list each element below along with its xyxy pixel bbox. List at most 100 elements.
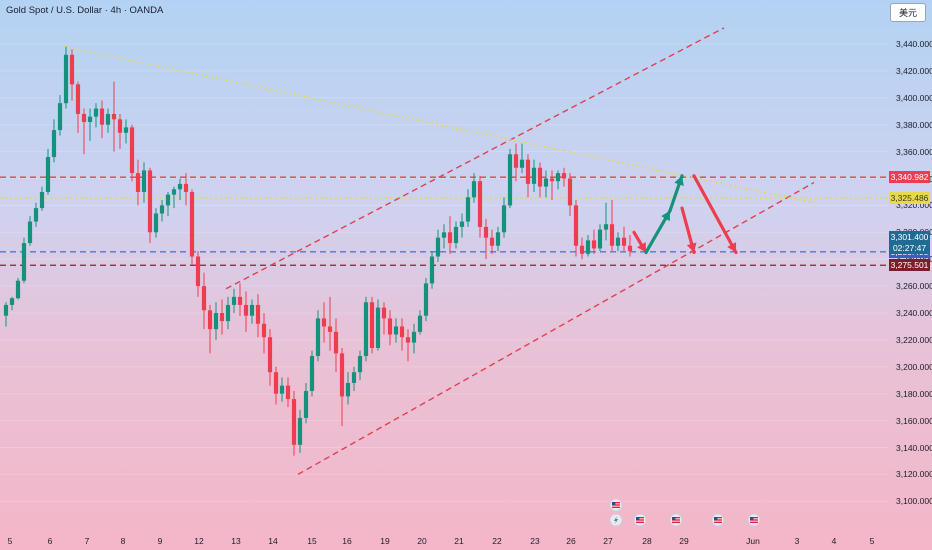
time-tick-label: 14 bbox=[268, 536, 278, 546]
candle-bull bbox=[615, 237, 621, 246]
projection-arrow-head bbox=[674, 175, 684, 186]
flag-stripe bbox=[672, 519, 680, 521]
candle-bear bbox=[561, 173, 567, 179]
candle-bull bbox=[123, 127, 129, 133]
candle-bull bbox=[9, 298, 15, 305]
price-tick-label: 3,220.000 bbox=[896, 334, 932, 345]
price-tick-label: 3,240.000 bbox=[896, 308, 932, 318]
price-label: 3,340.982 bbox=[889, 171, 930, 184]
candle-bear bbox=[237, 296, 243, 305]
candle-bear bbox=[189, 191, 195, 257]
time-tick-label: 4 bbox=[831, 536, 837, 546]
candle-bull bbox=[543, 178, 549, 187]
time-tick-label: 13 bbox=[231, 536, 241, 546]
flag-canton bbox=[672, 517, 676, 520]
candle-bear bbox=[387, 318, 393, 335]
candle-bear bbox=[621, 237, 627, 246]
candle-bear bbox=[81, 113, 87, 123]
candle-bear bbox=[261, 323, 267, 338]
price-tick-label: 3,280.000 bbox=[896, 254, 932, 264]
candle-bull bbox=[597, 229, 603, 249]
candle-bull bbox=[177, 183, 183, 190]
time-tick-label: 27 bbox=[603, 536, 613, 546]
candle-bull bbox=[411, 331, 417, 343]
flag-canton bbox=[612, 502, 616, 505]
candle-bull bbox=[375, 307, 381, 348]
candle-bear bbox=[183, 183, 189, 192]
candle-bull bbox=[495, 232, 501, 246]
candle-bull bbox=[297, 417, 303, 445]
candle-bear bbox=[273, 372, 279, 394]
candle-bear bbox=[405, 337, 411, 343]
candle-bull bbox=[357, 356, 363, 373]
candle-bull bbox=[45, 156, 51, 192]
candle-bull bbox=[603, 224, 609, 230]
time-tick-label: 15 bbox=[307, 536, 317, 546]
candle-bear bbox=[69, 54, 75, 85]
flag-stripe bbox=[612, 506, 620, 508]
candle-bull bbox=[303, 391, 309, 418]
candle-bull bbox=[87, 116, 93, 123]
time-tick-label: 28 bbox=[642, 536, 652, 546]
flag-stripe bbox=[636, 519, 644, 521]
candle-bull bbox=[165, 194, 171, 206]
candle-bull bbox=[555, 173, 561, 182]
candle-bear bbox=[567, 178, 573, 206]
candle-bull bbox=[519, 159, 525, 168]
candle-bear bbox=[219, 313, 225, 322]
candle-bear bbox=[579, 245, 585, 254]
projection-arrow-head bbox=[661, 210, 670, 222]
candle-bear bbox=[147, 170, 153, 233]
candle-bull bbox=[105, 113, 111, 125]
candle-bear bbox=[291, 399, 297, 445]
flag-stripe bbox=[750, 517, 758, 519]
flag-stripe bbox=[636, 517, 644, 519]
candle-bear bbox=[321, 318, 327, 327]
price-tick-label: 3,440.000 bbox=[896, 39, 932, 49]
projection-arrow-head bbox=[637, 242, 646, 253]
time-tick-label: Jun bbox=[746, 536, 760, 546]
price-tick-label: 3,100.000 bbox=[896, 496, 932, 507]
price-label: 3,275.501 bbox=[889, 259, 930, 272]
time-tick-label: 16 bbox=[342, 536, 352, 546]
candle-bull bbox=[423, 283, 429, 316]
time-tick-label: 3 bbox=[794, 536, 800, 546]
candle-bull bbox=[27, 221, 33, 244]
candle-bear bbox=[327, 326, 333, 332]
price-tick-label: 3,260.000 bbox=[896, 281, 932, 292]
price-tick-label: 3,400.000 bbox=[896, 92, 932, 103]
candle-bear bbox=[135, 173, 141, 192]
flag-stripe bbox=[612, 502, 620, 504]
candle-bull bbox=[21, 243, 27, 281]
price-tick-label: 3,160.000 bbox=[896, 415, 932, 426]
candle-bull bbox=[441, 232, 447, 238]
candle-bear bbox=[609, 224, 615, 246]
candle-bull bbox=[279, 385, 285, 394]
price-tick-label: 3,360.000 bbox=[896, 146, 932, 157]
projection-arrow bbox=[692, 174, 738, 255]
lightning-icon bbox=[614, 516, 618, 524]
time-tick-label: 26 bbox=[566, 536, 576, 546]
time-tick-label: 23 bbox=[530, 536, 540, 546]
currency-button[interactable]: 美元 bbox=[890, 3, 926, 22]
candle-bull bbox=[507, 154, 513, 206]
price-tick-label: 3,320.000 bbox=[896, 200, 932, 211]
candle-bear bbox=[339, 353, 345, 397]
candle-bull bbox=[351, 372, 357, 383]
projection-arrow-head bbox=[686, 242, 697, 253]
candle-bull bbox=[363, 302, 369, 357]
candle-bear bbox=[201, 286, 207, 311]
candle-bear bbox=[399, 326, 405, 338]
candle-bear bbox=[99, 108, 105, 125]
chart-title: Gold Spot / U.S. Dollar · 4h · OANDA bbox=[6, 5, 164, 16]
candle-bull bbox=[225, 304, 231, 322]
candle-bull bbox=[459, 221, 465, 227]
candle-bull bbox=[213, 313, 219, 330]
price-tick-label: 3,140.000 bbox=[896, 442, 932, 453]
candle-bull bbox=[417, 315, 423, 332]
flag-stripe bbox=[750, 519, 758, 521]
candle-bear bbox=[267, 337, 273, 373]
candle-bull bbox=[33, 208, 39, 222]
